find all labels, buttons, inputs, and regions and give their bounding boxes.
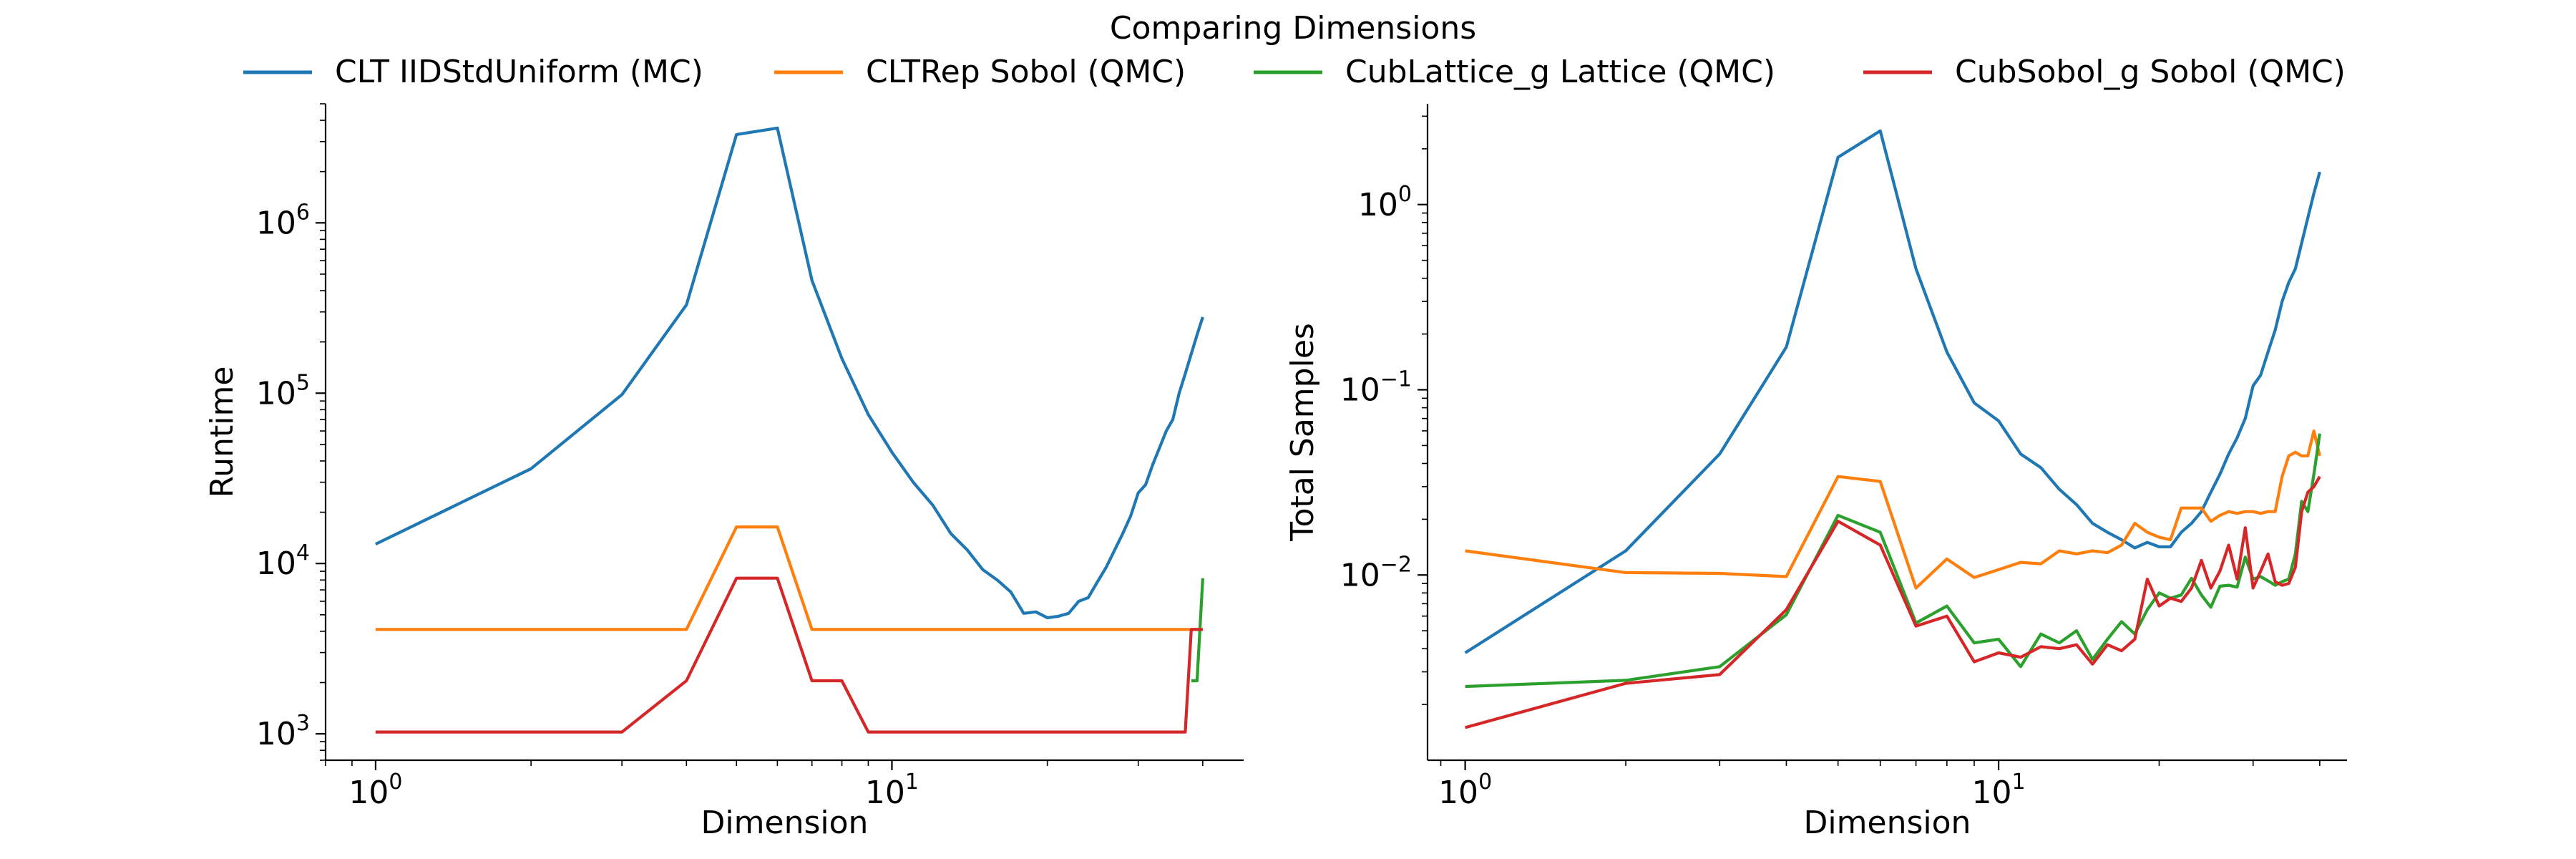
y-tick-label: 106 <box>256 200 310 241</box>
x-tick-exponent: 0 <box>389 770 402 795</box>
y-axis-label: Runtime <box>204 367 240 498</box>
y-tick-base: 10 <box>1340 557 1380 593</box>
y-tick-label: 100 <box>1358 182 1412 223</box>
series-group <box>374 126 1204 734</box>
y-tick-exponent: 3 <box>296 711 310 736</box>
x-tick-base: 10 <box>865 775 905 811</box>
x-tick-exponent: 1 <box>905 770 919 795</box>
series-group <box>1464 129 2321 729</box>
y-tick-exponent: 5 <box>296 370 310 395</box>
legend-label: CLTRep Sobol (QMC) <box>866 54 1186 90</box>
x-tick-base: 10 <box>348 775 389 811</box>
x-tick-label: 100 <box>1438 770 1492 811</box>
legend-entry-cubsobol-g-sobol-qmc: CubSobol_g Sobol (QMC) <box>1863 54 2346 90</box>
x-tick: 101 <box>865 760 919 811</box>
y-tick: 100 <box>1358 182 1428 223</box>
y-tick: 106 <box>256 200 326 241</box>
y-tick-base: 10 <box>256 205 296 241</box>
y-tick-exponent: 0 <box>1398 182 1412 207</box>
series-line-cltrep-sobol-qmc <box>1465 429 2321 590</box>
series-line-cubsobol-g-sobol-qmc <box>375 576 1203 734</box>
y-tick: 103 <box>256 711 326 752</box>
legend-label: CubLattice_g Lattice (QMC) <box>1345 54 1775 90</box>
legend-entry-clt-iidstduniform-mc: CLT IIDStdUniform (MC) <box>243 54 703 90</box>
y-tick-base: 10 <box>1340 372 1380 409</box>
legend: CLT IIDStdUniform (MC) CLTRep Sobol (QMC)… <box>243 54 2346 90</box>
legend-label: CLT IIDStdUniform (MC) <box>335 54 703 90</box>
series-line-cublattice-g-lattice-qmc <box>1191 578 1204 683</box>
x-tick-label: 101 <box>1972 770 2026 811</box>
x-tick-base: 10 <box>1438 775 1478 811</box>
y-tick: 10−2 <box>1340 552 1428 593</box>
x-tick-label: 101 <box>865 770 919 811</box>
y-axis-label: Total Samples <box>1284 323 1321 542</box>
y-tick-base: 10 <box>1358 187 1398 223</box>
y-tick: 10−1 <box>1340 367 1428 409</box>
y-tick-base: 10 <box>256 545 296 582</box>
legend-label: CubSobol_g Sobol (QMC) <box>1955 54 2346 90</box>
legend-entry-cltrep-sobol-qmc: CLTRep Sobol (QMC) <box>774 54 1186 90</box>
x-tick: 100 <box>348 760 402 811</box>
y-tick-base: 10 <box>256 375 296 412</box>
x-tick-label: 100 <box>348 770 402 811</box>
series-line-clt-iidstduniform-mc <box>1464 129 2321 654</box>
series-line-clt-iidstduniform-mc <box>374 126 1204 620</box>
y-tick-base: 10 <box>256 716 296 752</box>
y-tick: 104 <box>256 540 326 582</box>
figure-title: Comparing Dimensions <box>1110 10 1476 47</box>
x-tick-exponent: 0 <box>1478 770 1492 795</box>
x-axis-label: Dimension <box>1804 805 1971 841</box>
x-tick: 100 <box>1438 760 1492 811</box>
y-tick-label: 103 <box>256 711 310 752</box>
x-axis-label: Dimension <box>701 805 869 841</box>
y-tick-label: 105 <box>256 370 310 412</box>
y-tick-label: 104 <box>256 540 310 582</box>
y-tick-exponent: −2 <box>1380 552 1412 577</box>
x-tick: 101 <box>1972 760 2026 811</box>
y-tick-exponent: 6 <box>296 200 310 225</box>
y-tick-label: 10−1 <box>1340 367 1412 409</box>
y-minor-ticks <box>320 103 326 761</box>
legend-entry-cublattice-g-lattice-qmc: CubLattice_g Lattice (QMC) <box>1254 54 1775 90</box>
y-tick-exponent: −1 <box>1380 367 1412 392</box>
y-minor-ticks <box>1422 115 1428 705</box>
x-tick-exponent: 1 <box>2012 770 2026 795</box>
x-tick-base: 10 <box>1972 775 2012 811</box>
y-tick-exponent: 4 <box>296 540 310 566</box>
x-minor-ticks <box>1440 760 2321 766</box>
y-tick-label: 10−2 <box>1340 552 1412 593</box>
series-line-cubsobol-g-sobol-qmc <box>1465 475 2321 729</box>
series-line-cltrep-sobol-qmc <box>375 525 1203 631</box>
y-tick: 105 <box>256 370 326 412</box>
x-minor-ticks <box>325 760 1204 766</box>
